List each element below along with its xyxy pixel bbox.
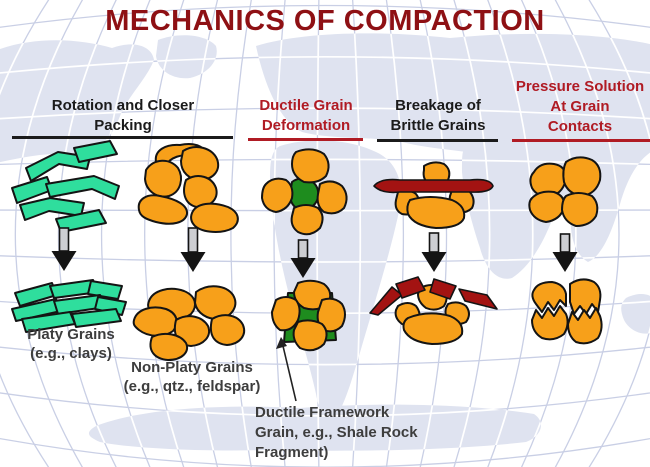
caption-platy-grains: Platy Grains (e.g., clays) [27, 326, 115, 362]
mechanism-header-pressure-solution: Pressure Solution At Grain Contacts [515, 78, 645, 135]
caption-ductile-framework-grain: Ductile Framework Grain, e.g., Shale Roc… [255, 404, 418, 461]
caption-non-platy-grains: Non-Platy Grains (e.g., qtz., feldspar) [123, 359, 261, 395]
header-underline-ductile [248, 138, 363, 141]
mechanism-header-rotation: Rotation and Closer Packing [51, 97, 195, 134]
non-platy-grains-before [137, 143, 239, 233]
mechanism-header-ductile: Ductile Grain Deformation [259, 97, 353, 134]
pressure-solution-grains-before [528, 156, 602, 227]
brittle-grains-after [369, 276, 498, 345]
header-underline-pressure-solution [512, 139, 650, 142]
header-underline-rotation [12, 136, 233, 139]
platy-grains-after [11, 279, 127, 333]
down-arrow-icon [180, 227, 206, 272]
brittle-grains-before [373, 161, 494, 229]
pressure-solution-grains-after [531, 278, 603, 345]
down-arrow-icon [552, 233, 578, 272]
platy-grains-before [11, 140, 120, 233]
mechanism-header-breakage: Breakage of Brittle Grains [390, 97, 486, 134]
down-arrow-icon [51, 227, 77, 271]
down-arrow-icon [421, 232, 447, 272]
page-title: MECHANICS OF COMPACTION [105, 5, 545, 37]
ductile-grains-after [271, 279, 346, 352]
label-pointer-arrow-icon [276, 337, 297, 402]
non-platy-grains-after [132, 285, 246, 361]
ductile-grains-before [261, 148, 348, 236]
down-arrow-icon [290, 239, 316, 278]
header-underline-breakage [377, 139, 498, 142]
